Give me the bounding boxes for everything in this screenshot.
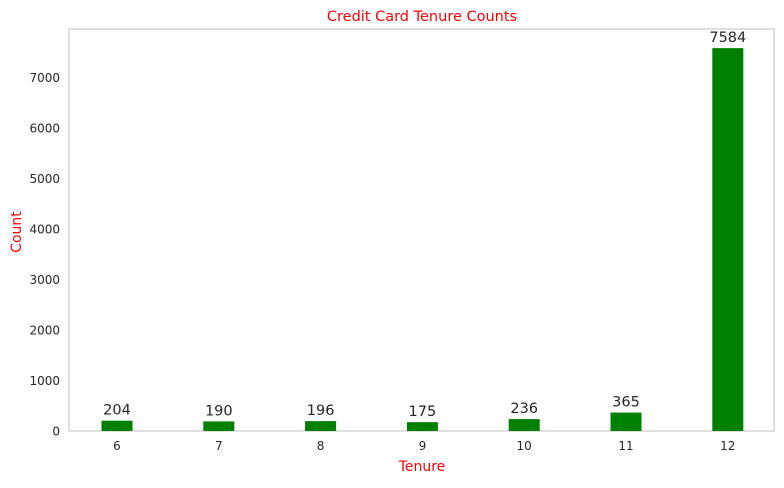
bar bbox=[102, 421, 133, 431]
y-tick-label: 2000 bbox=[29, 324, 60, 338]
y-tick-label: 6000 bbox=[29, 122, 60, 136]
bar bbox=[203, 421, 234, 431]
x-tick-label: 11 bbox=[618, 439, 633, 453]
data-label: 236 bbox=[510, 401, 538, 417]
bar bbox=[407, 422, 438, 431]
x-tick-label: 8 bbox=[317, 439, 325, 453]
plot-frame bbox=[69, 29, 774, 431]
bar bbox=[712, 48, 743, 431]
x-axis-label: Tenure bbox=[398, 459, 446, 475]
data-label: 196 bbox=[307, 403, 335, 419]
bar bbox=[305, 421, 336, 431]
x-tick-label: 7 bbox=[215, 439, 223, 453]
plot-area: 0 1000 2000 3000 4000 5000 6000 7000 204 6 190 7 196… bbox=[29, 29, 774, 453]
data-label: 190 bbox=[205, 403, 233, 419]
data-label: 175 bbox=[409, 404, 437, 420]
y-axis-label: Count bbox=[9, 211, 25, 253]
y-tick-label: 7000 bbox=[29, 71, 60, 85]
data-label: 204 bbox=[103, 403, 131, 419]
y-tick-label: 1000 bbox=[29, 374, 60, 388]
chart-title: Credit Card Tenure Counts bbox=[327, 9, 517, 25]
x-tick-label: 9 bbox=[419, 439, 427, 453]
x-tick-label: 12 bbox=[720, 439, 735, 453]
y-tick-label: 3000 bbox=[29, 273, 60, 287]
x-tick-label: 10 bbox=[517, 439, 532, 453]
y-tick-label: 0 bbox=[52, 425, 60, 439]
bar bbox=[509, 419, 540, 431]
x-tick-label: 6 bbox=[113, 439, 121, 453]
y-tick-label: 4000 bbox=[29, 223, 60, 237]
data-label: 7584 bbox=[709, 30, 746, 46]
y-tick-label: 5000 bbox=[29, 172, 60, 186]
data-label: 365 bbox=[612, 395, 640, 411]
bar bbox=[611, 413, 642, 431]
